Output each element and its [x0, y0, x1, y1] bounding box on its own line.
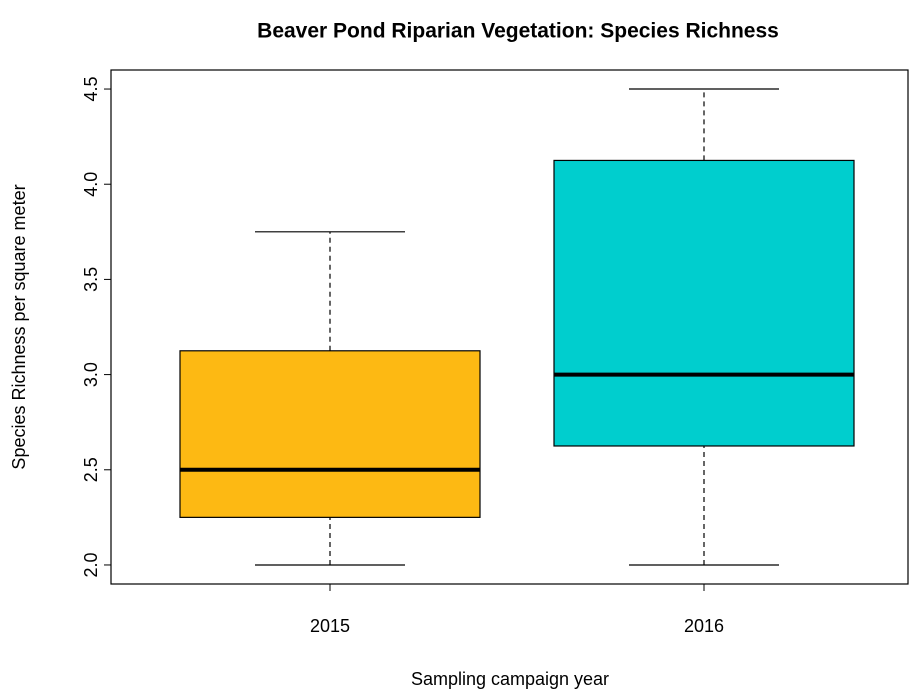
y-tick-label: 3.0: [81, 362, 101, 387]
y-tick-label: 2.0: [81, 552, 101, 577]
x-tick-label: 2015: [310, 616, 350, 636]
y-tick-label: 4.0: [81, 172, 101, 197]
x-tick-label: 2016: [684, 616, 724, 636]
y-tick-label: 4.5: [81, 77, 101, 102]
box: [179, 350, 481, 518]
plot-frame: [110, 69, 909, 585]
chart-title: Beaver Pond Riparian Vegetation: Species…: [257, 20, 779, 43]
y-axis-label: Species Richness per square meter: [9, 184, 29, 469]
y-tick-label: 3.5: [81, 267, 101, 292]
y-tick-label: 2.5: [81, 457, 101, 482]
x-axis-label: Sampling campaign year: [411, 669, 609, 689]
box: [553, 159, 855, 447]
